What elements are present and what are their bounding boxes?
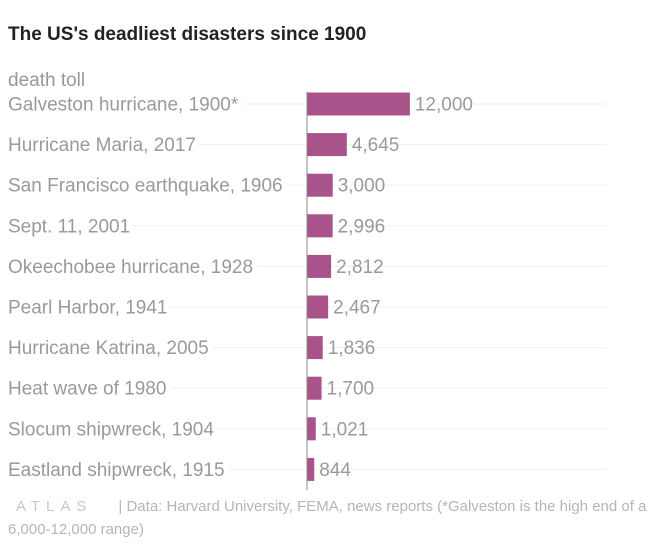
value-label: 1,836 [328, 338, 376, 359]
footer: ATLAS | Data: Harvard University, FEMA, n… [8, 495, 648, 541]
bar [307, 92, 410, 116]
bar [307, 457, 315, 481]
category-label: Hurricane Maria, 2017 [8, 135, 196, 156]
value-label: 2,467 [333, 298, 381, 319]
value-label: 844 [319, 460, 351, 481]
bar-chart-svg: death toll Galveston hurricane, 1900* 12,0… [8, 70, 607, 490]
category-label: Sept. 11, 2001 [8, 216, 130, 237]
bar [307, 254, 332, 278]
category-label: Heat wave of 1980 [8, 379, 166, 400]
bar [307, 376, 322, 400]
category-label: Hurricane Katrina, 2005 [8, 338, 209, 359]
series-label: death toll [8, 70, 85, 91]
category-label: Slocum shipwreck, 1904 [8, 419, 214, 440]
bar-chart: death toll Galveston hurricane, 1900* 12,0… [8, 70, 607, 490]
category-label: San Francisco earthquake, 1906 [8, 176, 283, 197]
value-label: 1,021 [321, 419, 369, 440]
value-label: 12,000 [415, 95, 473, 116]
bar [307, 417, 316, 441]
value-label: 2,996 [338, 216, 386, 237]
chart-title: The US's deadliest disasters since 1900 [8, 24, 367, 45]
category-label: Pearl Harbor, 1941 [8, 298, 168, 319]
category-label: Eastland shipwreck, 1915 [8, 460, 225, 481]
value-label: 4,645 [352, 135, 400, 156]
bar [307, 173, 333, 197]
bar [307, 214, 333, 238]
value-label: 3,000 [338, 176, 386, 197]
bar [307, 336, 323, 360]
category-label: Galveston hurricane, 1900* [8, 95, 239, 116]
value-label: 1,700 [327, 379, 375, 400]
bar [307, 295, 329, 319]
atlas-logo[interactable]: ATLAS [16, 498, 93, 515]
value-label: 2,812 [336, 257, 384, 278]
bar [307, 133, 347, 157]
category-label: Okeechobee hurricane, 1928 [8, 257, 253, 278]
source-note: | Data: Harvard University, FEMA, news r… [8, 498, 647, 538]
